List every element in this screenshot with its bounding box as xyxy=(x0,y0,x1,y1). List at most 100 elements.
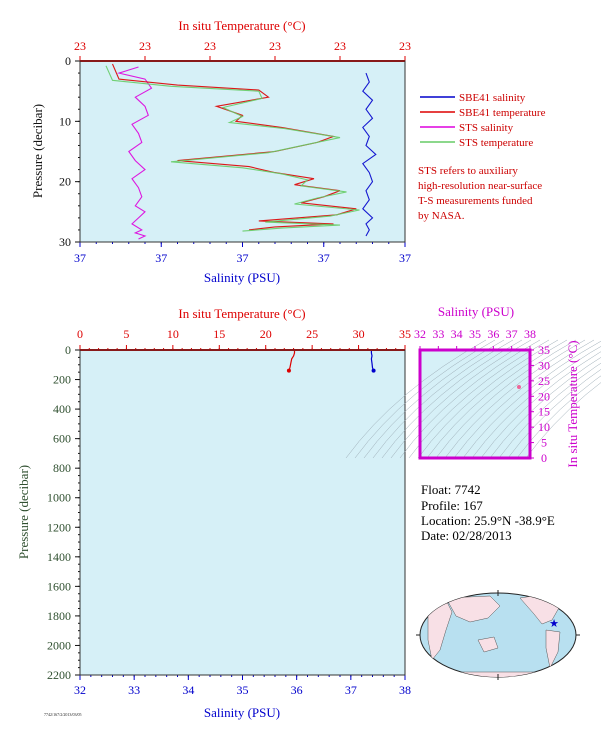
lower-bottom-axis-title: Salinity (PSU) xyxy=(204,705,280,720)
upper-left-tick-label: 0 xyxy=(65,54,71,68)
lower-bottom-tick-label: 35 xyxy=(237,683,249,697)
lower-bottom-tick-label: 37 xyxy=(345,683,357,697)
lower-salinity-endpoint xyxy=(371,368,376,373)
location: Location: 25.9°N -38.9°E xyxy=(421,513,555,528)
ts-point xyxy=(517,385,521,390)
upper-top-axis: 23 23 23 23 23 23 xyxy=(74,39,411,61)
ts-density-contour xyxy=(363,339,505,459)
legend: SBE41 salinity SBE41 temperature STS sal… xyxy=(420,92,546,149)
upper-left-tick-label: 10 xyxy=(59,114,71,128)
lower-top-tick-label: 25 xyxy=(306,327,318,341)
upper-plot-frame xyxy=(79,60,406,243)
ts-density-contour xyxy=(426,339,568,459)
lower-top-axis-title: In situ Temperature (°C) xyxy=(178,306,305,321)
ts-plot-frame xyxy=(418,348,532,460)
lower-salinity-axis: 32 33 34 35 36 37 38 xyxy=(74,675,411,697)
ts-density-contour xyxy=(471,346,601,459)
float-info: Float: 7742 Profile: 167 Location: 25.9°… xyxy=(421,482,555,543)
sts-note-line: high-resolution near-surface xyxy=(418,180,542,192)
ts-plot-area xyxy=(420,350,530,458)
upper-bottom-tick-label: 37 xyxy=(74,251,86,265)
float-location-star-icon: ★ xyxy=(549,618,559,630)
sts-note-line: STS refers to auxiliary xyxy=(418,165,518,177)
lower-pressure-axis-title: Pressure (decibar) xyxy=(16,465,31,559)
ts-density-contour xyxy=(417,339,559,459)
world-map: ★ xyxy=(416,590,580,680)
upper-series-line xyxy=(105,65,360,232)
lower-left-tick-label: 1800 xyxy=(47,609,71,623)
sts-note: STS refers to auxiliary high-resolution … xyxy=(418,165,542,222)
upper-pressure-axis-title: Pressure (decibar) xyxy=(30,104,45,198)
lower-pressure-axis: 0 200 400 600 800 1000 1200 1400 1600 1800 2000 220… xyxy=(47,343,80,682)
upper-bottom-tick-label: 37 xyxy=(318,251,330,265)
lower-left-tick-label: 2000 xyxy=(47,638,71,652)
lower-left-tick-label: 200 xyxy=(53,373,71,387)
sts-note-line: T-S measurements funded xyxy=(418,195,533,207)
map-continent-australia xyxy=(477,636,499,653)
ts-density-contour xyxy=(390,339,532,459)
upper-top-tick-label: 23 xyxy=(74,39,86,53)
ts-top-tick-label: 34 xyxy=(451,327,463,341)
upper-top-tick-label: 23 xyxy=(399,39,411,53)
ts-right-tick-label: 20 xyxy=(538,389,550,403)
ts-right-tick-label: 10 xyxy=(538,420,550,434)
map-continent-asia xyxy=(445,595,501,623)
ts-density-contour xyxy=(480,351,601,459)
lower-left-tick-label: 2200 xyxy=(47,668,71,682)
lower-left-tick-label: 1400 xyxy=(47,550,71,564)
lower-bottom-tick-label: 33 xyxy=(128,683,140,697)
lower-left-tick-label: 0 xyxy=(65,343,71,357)
ts-top-tick-label: 36 xyxy=(487,327,499,341)
lower-bottom-tick-label: 38 xyxy=(399,683,411,697)
upper-bottom-axis-title: Salinity (PSU) xyxy=(204,270,280,285)
ts-density-contour xyxy=(372,339,514,459)
legend-label-sbe-salinity: SBE41 salinity xyxy=(459,92,526,104)
lower-top-tick-label: 0 xyxy=(77,327,83,341)
upper-bottom-tick-label: 37 xyxy=(155,251,167,265)
ts-density-contour xyxy=(444,339,586,459)
lower-top-tick-label: 10 xyxy=(167,327,179,341)
ts-density-contours xyxy=(345,339,601,459)
upper-top-tick-label: 23 xyxy=(269,39,281,53)
lower-series-group xyxy=(286,350,376,373)
ts-right-tick-label: 0 xyxy=(541,451,547,465)
ts-right-tick-label: 30 xyxy=(538,358,550,372)
ts-density-contour xyxy=(489,356,601,459)
ts-density-contour xyxy=(345,339,487,459)
upper-top-tick-label: 23 xyxy=(139,39,151,53)
upper-series-line xyxy=(362,72,377,237)
upper-top-tick-label: 23 xyxy=(334,39,346,53)
lower-bottom-tick-label: 34 xyxy=(182,683,194,697)
upper-left-tick-label: 20 xyxy=(59,175,71,189)
lower-temperature-line xyxy=(288,350,296,371)
lower-plot-frame xyxy=(79,349,406,676)
ts-top-axis-title: Salinity (PSU) xyxy=(438,304,514,319)
ts-top-tick-label: 38 xyxy=(524,327,536,341)
legend-label-sbe-temperature: SBE41 temperature xyxy=(459,107,546,119)
map-continent-south-america xyxy=(545,629,561,669)
lower-top-tick-label: 35 xyxy=(399,327,411,341)
ts-density-contour xyxy=(381,339,523,459)
ts-right-tick-label: 25 xyxy=(538,374,550,388)
ts-top-tick-label: 35 xyxy=(469,327,481,341)
upper-pressure-axis: 0 10 20 30 xyxy=(59,54,80,249)
lower-left-tick-label: 1200 xyxy=(47,520,71,534)
ts-top-tick-label: 37 xyxy=(506,327,518,341)
lower-left-tick-label: 1000 xyxy=(47,491,71,505)
lower-left-tick-label: 800 xyxy=(53,461,71,475)
ts-right-tick-label: 15 xyxy=(538,405,550,419)
profile-number: Profile: 167 xyxy=(421,498,483,513)
upper-bottom-tick-label: 37 xyxy=(237,251,249,265)
lower-left-tick-label: 400 xyxy=(53,402,71,416)
ts-right-tick-label: 5 xyxy=(541,436,547,450)
ts-density-contour xyxy=(462,340,601,459)
footer-stamp: 7742/167/2/2013/03/05 xyxy=(44,712,82,717)
upper-panel: In situ Temperature (°C) 23 23 23 23 23 23 37… xyxy=(30,18,411,285)
lower-temperature-axis: 0 5 10 15 20 25 30 35 xyxy=(77,327,411,350)
lower-left-tick-label: 1600 xyxy=(47,579,71,593)
lower-bottom-tick-label: 36 xyxy=(291,683,303,697)
ts-density-contour xyxy=(498,362,601,459)
ts-top-tick-label: 32 xyxy=(414,327,426,341)
lower-panel: In situ Temperature (°C) 0 5 10 15 20 25 30 35 … xyxy=(16,306,411,720)
